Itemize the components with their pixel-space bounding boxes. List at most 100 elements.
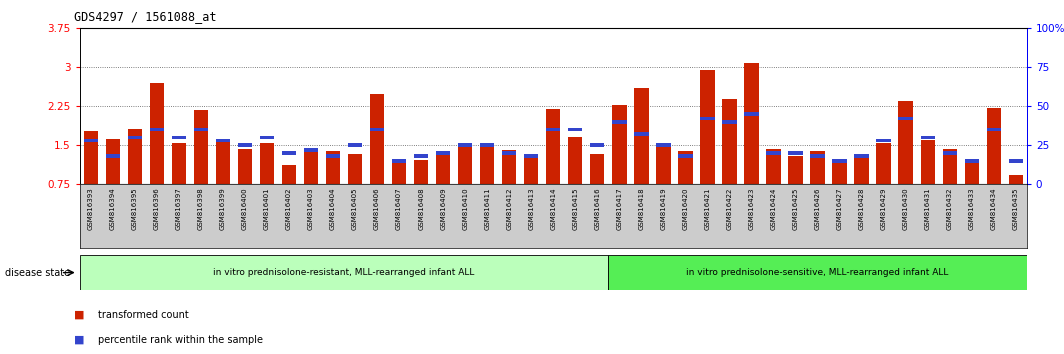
- Text: GSM816413: GSM816413: [528, 187, 534, 230]
- Text: GSM816409: GSM816409: [440, 187, 446, 230]
- Bar: [609, 255, 1027, 290]
- Bar: [920, 140, 935, 184]
- Bar: [678, 154, 693, 158]
- Bar: [546, 109, 561, 184]
- Text: GSM816417: GSM816417: [616, 187, 622, 230]
- Bar: [832, 160, 847, 184]
- Bar: [436, 151, 450, 155]
- Text: GSM816431: GSM816431: [925, 187, 931, 230]
- Bar: [700, 70, 715, 184]
- Text: GSM816424: GSM816424: [770, 187, 777, 230]
- Bar: [634, 88, 649, 184]
- Text: GSM816407: GSM816407: [396, 187, 402, 230]
- Text: GDS4297 / 1561088_at: GDS4297 / 1561088_at: [74, 10, 217, 23]
- Text: GSM816400: GSM816400: [242, 187, 248, 230]
- Bar: [612, 105, 627, 184]
- Bar: [634, 132, 649, 136]
- Bar: [811, 152, 825, 184]
- Bar: [877, 139, 891, 142]
- Bar: [612, 120, 627, 124]
- Bar: [525, 154, 538, 158]
- Text: GSM816423: GSM816423: [748, 187, 754, 230]
- Text: GSM816421: GSM816421: [704, 187, 711, 230]
- Bar: [986, 128, 1001, 131]
- Bar: [943, 149, 957, 184]
- Text: GSM816419: GSM816419: [661, 187, 666, 230]
- Bar: [282, 151, 296, 155]
- Bar: [546, 128, 561, 131]
- Text: GSM816412: GSM816412: [506, 187, 512, 230]
- Bar: [260, 136, 275, 139]
- Bar: [105, 154, 120, 158]
- Bar: [525, 156, 538, 184]
- Text: GSM816402: GSM816402: [286, 187, 292, 230]
- Text: GSM816435: GSM816435: [1013, 187, 1018, 230]
- Bar: [348, 154, 362, 184]
- Text: GSM816430: GSM816430: [902, 187, 909, 230]
- Text: GSM816411: GSM816411: [484, 187, 491, 230]
- Bar: [591, 154, 604, 184]
- Bar: [854, 156, 868, 184]
- Bar: [656, 146, 670, 184]
- Bar: [920, 136, 935, 139]
- Bar: [1009, 175, 1023, 184]
- Text: GSM816425: GSM816425: [793, 187, 798, 230]
- Bar: [392, 162, 406, 184]
- Text: GSM816394: GSM816394: [110, 187, 116, 230]
- Bar: [84, 139, 98, 142]
- Text: GSM816406: GSM816406: [375, 187, 380, 230]
- Text: transformed count: transformed count: [98, 310, 188, 320]
- Bar: [392, 159, 406, 162]
- Bar: [238, 143, 252, 147]
- Text: ■: ■: [74, 335, 85, 345]
- Text: in vitro prednisolone-sensitive, MLL-rearranged infant ALL: in vitro prednisolone-sensitive, MLL-rea…: [686, 268, 949, 277]
- Text: GSM816434: GSM816434: [991, 187, 997, 230]
- Bar: [568, 128, 582, 131]
- Bar: [458, 143, 472, 147]
- Text: GSM816429: GSM816429: [881, 187, 886, 230]
- Bar: [766, 149, 781, 184]
- Bar: [700, 117, 715, 120]
- Bar: [326, 154, 340, 158]
- Bar: [348, 143, 362, 147]
- Bar: [80, 255, 609, 290]
- Text: GSM816399: GSM816399: [220, 187, 226, 230]
- Bar: [216, 139, 230, 184]
- Text: GSM816395: GSM816395: [132, 187, 138, 230]
- Bar: [766, 151, 781, 155]
- Bar: [414, 154, 429, 158]
- Text: GSM816404: GSM816404: [330, 187, 336, 230]
- Bar: [326, 152, 340, 184]
- Text: GSM816427: GSM816427: [836, 187, 843, 230]
- Text: GSM816397: GSM816397: [176, 187, 182, 230]
- Bar: [238, 149, 252, 184]
- Bar: [811, 154, 825, 158]
- Bar: [854, 154, 868, 158]
- Bar: [898, 101, 913, 184]
- Text: GSM816393: GSM816393: [88, 187, 94, 230]
- Bar: [965, 159, 979, 162]
- Text: GSM816405: GSM816405: [352, 187, 359, 230]
- Text: GSM816410: GSM816410: [462, 187, 468, 230]
- Bar: [591, 143, 604, 147]
- Text: in vitro prednisolone-resistant, MLL-rearranged infant ALL: in vitro prednisolone-resistant, MLL-rea…: [214, 268, 475, 277]
- Text: GSM816420: GSM816420: [682, 187, 688, 230]
- Bar: [194, 128, 209, 131]
- Text: GSM816432: GSM816432: [947, 187, 952, 230]
- Text: GSM816428: GSM816428: [859, 187, 865, 230]
- Bar: [414, 160, 429, 184]
- Bar: [480, 145, 495, 184]
- Bar: [105, 139, 120, 184]
- Bar: [943, 151, 957, 155]
- Bar: [282, 165, 296, 184]
- Bar: [502, 151, 516, 155]
- Text: GSM816398: GSM816398: [198, 187, 204, 230]
- Text: percentile rank within the sample: percentile rank within the sample: [98, 335, 263, 345]
- Bar: [436, 153, 450, 184]
- Bar: [128, 136, 142, 139]
- Bar: [150, 128, 164, 131]
- Bar: [458, 145, 472, 184]
- Bar: [370, 94, 384, 184]
- Bar: [480, 143, 495, 147]
- Text: GSM816414: GSM816414: [550, 187, 556, 230]
